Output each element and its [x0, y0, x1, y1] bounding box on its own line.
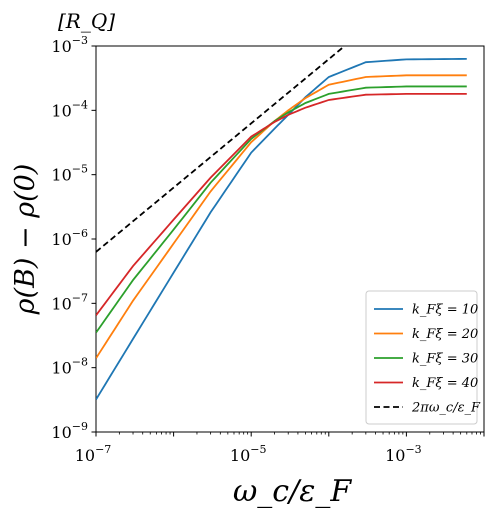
x-axis-title-text: ω_c/ε_F	[233, 474, 352, 509]
y-tick-label: 10−3	[51, 34, 88, 56]
legend-label: k_Fξ = 10	[412, 303, 478, 318]
y-axis-title-text: ρ(B) − ρ(0)	[10, 164, 41, 316]
series-line	[96, 93, 467, 316]
y-tick-label: 10−9	[51, 420, 88, 442]
y-tick-label: 10−7	[51, 291, 88, 313]
x-tick-label: 10−3	[385, 443, 422, 465]
x-axis-title: ω_c/ε_F	[233, 474, 352, 509]
legend-label: k_Fξ = 20	[412, 327, 478, 342]
series-line	[96, 58, 467, 400]
x-tick-label: 10−5	[230, 443, 267, 465]
series-line	[96, 46, 346, 253]
legend-box	[365, 290, 478, 425]
series-line	[96, 85, 467, 334]
y-tick-label: 10−4	[51, 98, 88, 120]
x-tick-label: 10−7	[75, 443, 112, 465]
y-axis-title: ρ(B) − ρ(0)	[10, 164, 41, 316]
y-tick-label: 10−5	[51, 163, 88, 185]
legend-label: k_Fξ = 30	[412, 352, 478, 367]
y-unit-label: [R_Q]	[58, 9, 115, 33]
legend-label: 2πω_c/ε_F	[411, 401, 481, 416]
y-tick-label: 10−8	[51, 356, 88, 378]
y-tick-label: 10−6	[51, 227, 88, 249]
legend-label: k_Fξ = 40	[412, 376, 478, 391]
